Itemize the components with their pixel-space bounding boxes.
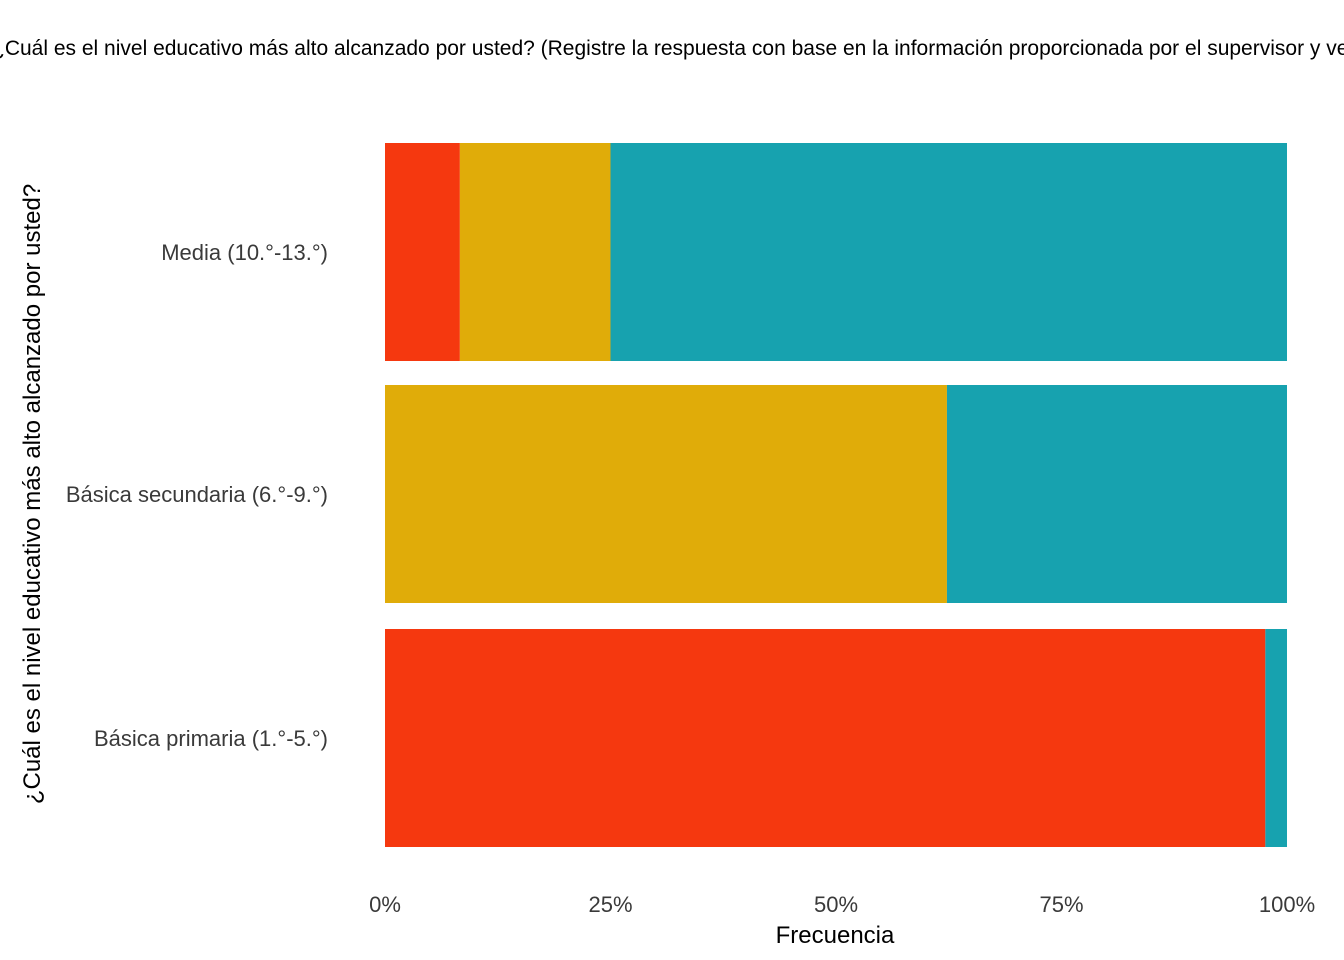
bar-segment xyxy=(385,143,460,361)
y-tick-label: Básica secundaria (6.°-9.°) xyxy=(66,482,328,507)
x-tick-labels: 0% 25% 50% 75% 100% xyxy=(369,892,1315,917)
x-tick-label: 50% xyxy=(814,892,858,917)
x-tick-label: 0% xyxy=(369,892,401,917)
y-axis-label: ¿Cuál es el nivel educativo más alto alc… xyxy=(19,184,46,804)
bar-segment xyxy=(385,629,1266,847)
chart-title: ¿Cuál es el nivel educativo más alto alc… xyxy=(0,37,1344,60)
x-tick-label: 25% xyxy=(588,892,632,917)
bar-segment xyxy=(1265,629,1287,847)
bar-segment xyxy=(385,385,947,603)
category-labels: Media (10.°-13.°) Básica secundaria (6.°-… xyxy=(66,240,328,751)
bar-segment xyxy=(946,385,1287,603)
bars-group xyxy=(385,143,1287,847)
x-tick-label: 100% xyxy=(1259,892,1315,917)
y-tick-label: Básica primaria (1.°-5.°) xyxy=(94,726,328,751)
y-tick-label: Media (10.°-13.°) xyxy=(161,240,328,265)
bar-segment xyxy=(610,143,1287,361)
x-tick-label: 75% xyxy=(1039,892,1083,917)
x-axis-label: Frecuencia xyxy=(776,922,895,949)
bar-segment xyxy=(459,143,611,361)
